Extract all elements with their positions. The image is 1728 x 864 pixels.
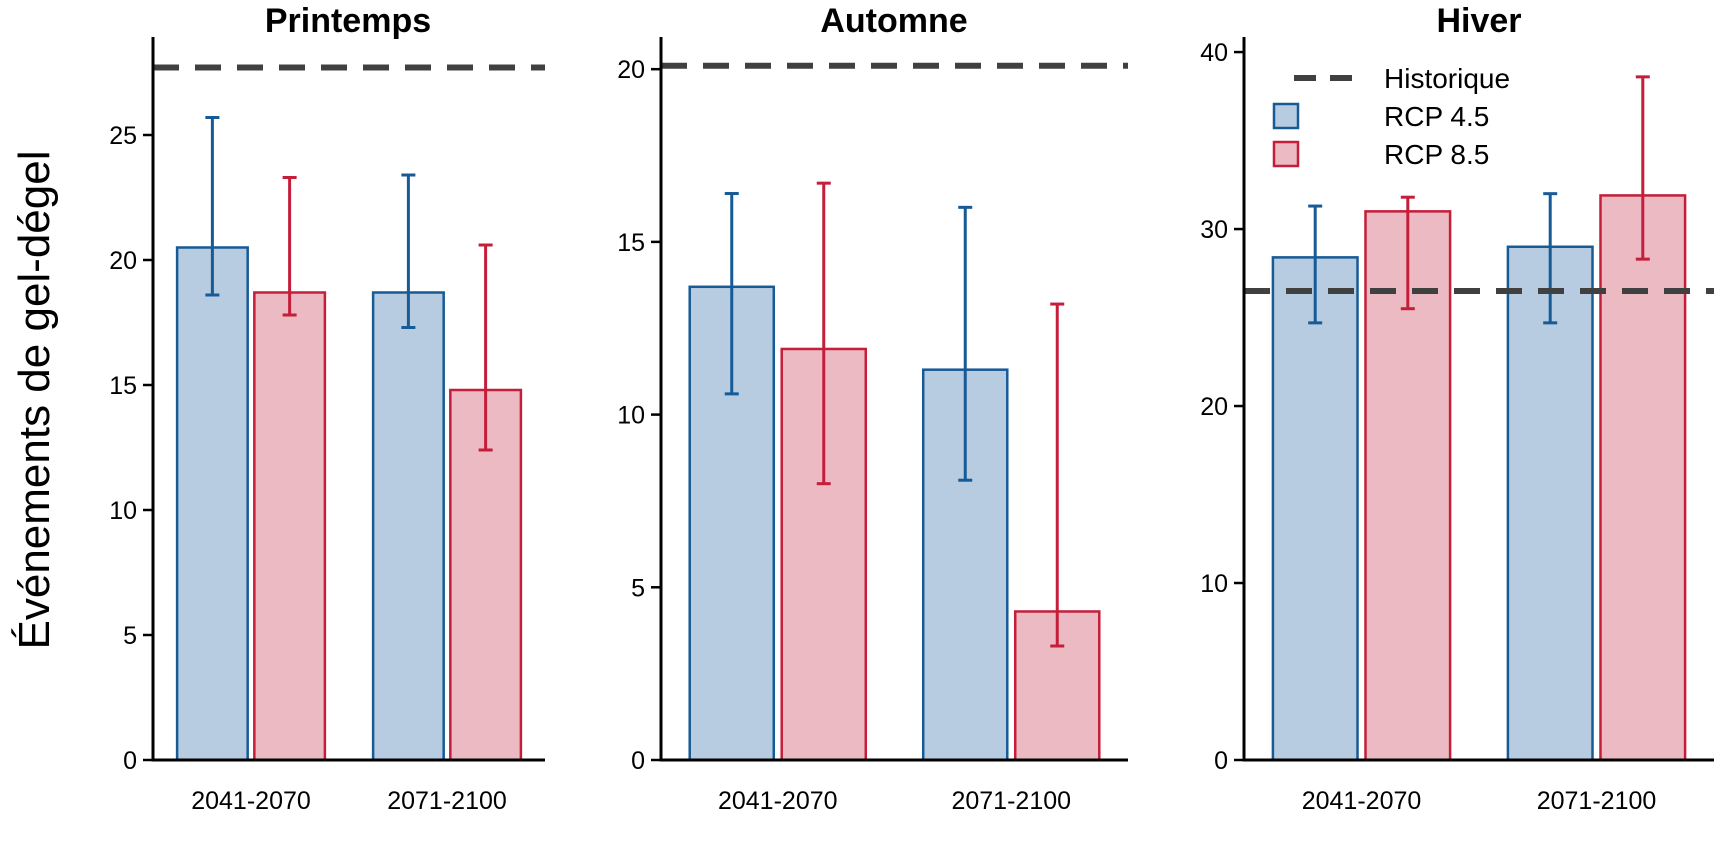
y-tick-label: 10 — [617, 402, 645, 430]
panel-3: 2041-2070 2071-2100 0 10 20 30 40 Hiver — [1200, 2, 1714, 815]
x-tick-label-2041-2070: 2041-2070 — [191, 787, 311, 815]
y-tick-label: 5 — [631, 574, 645, 602]
x-tick-label-2041-2070: 2041-2070 — [718, 787, 838, 815]
legend-rcp85-label: RCP 8.5 — [1384, 139, 1489, 170]
y-tick-label: 25 — [109, 122, 137, 150]
y-tick-label: 20 — [1200, 393, 1228, 421]
legend-rcp85-swatch — [1272, 140, 1300, 168]
y-tick-label: 20 — [109, 247, 137, 275]
legend-rcp45-swatch — [1272, 102, 1300, 130]
panel-1: 2041-2070 2071-2100 0 5 10 15 20 25 Printemps — [109, 2, 545, 815]
bar-rcp45-2041-2070 — [1271, 256, 1359, 762]
y-tick-label: 5 — [123, 622, 137, 650]
y-tick-label: 10 — [1200, 570, 1228, 598]
x-tick-label-2071-2100: 2071-2100 — [1537, 787, 1657, 815]
y-tick-label: 40 — [1200, 39, 1228, 67]
bar-rcp45-2071-2100 — [371, 291, 445, 762]
y-tick-label: 0 — [631, 747, 645, 775]
panel-2: 2041-2070 2071-2100 0 5 10 15 20 Automne — [617, 2, 1128, 815]
legend-rcp45-label: RCP 4.5 — [1384, 101, 1489, 132]
bar-rcp45-2041-2070 — [175, 246, 249, 762]
x-tick-label-2071-2100: 2071-2100 — [951, 787, 1071, 815]
y-tick-label: 0 — [1214, 747, 1228, 775]
legend-historique-label: Historique — [1384, 63, 1510, 94]
y-tick-label: 10 — [109, 497, 137, 525]
bar-rcp85-2041-2070 — [253, 291, 327, 762]
y-tick-label: 15 — [617, 229, 645, 257]
panel-title: Printemps — [265, 2, 431, 40]
y-tick-label: 30 — [1200, 216, 1228, 244]
x-tick-label-2041-2070: 2041-2070 — [1302, 787, 1422, 815]
x-tick-label-2071-2100: 2071-2100 — [387, 787, 507, 815]
panel-title: Hiver — [1436, 2, 1521, 40]
y-tick-label: 15 — [109, 372, 137, 400]
y-axis-label: Événements de gel-dégel — [10, 151, 59, 650]
bar-rcp85-2071-2100 — [1599, 194, 1687, 762]
y-tick-label: 20 — [617, 56, 645, 84]
y-tick-label: 0 — [123, 747, 137, 775]
panel-title: Automne — [820, 2, 967, 40]
bar-rcp85-2071-2100 — [449, 388, 523, 762]
legend: Historique RCP 4.5 RCP 8.5 — [1272, 63, 1510, 170]
